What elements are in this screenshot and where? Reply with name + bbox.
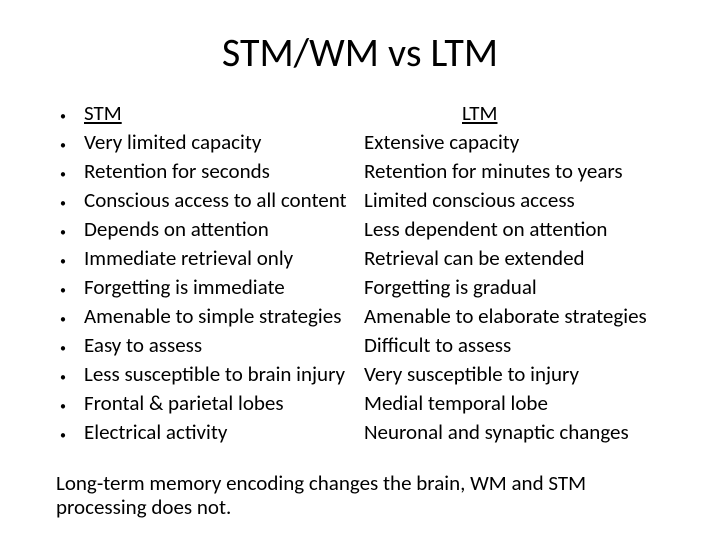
stm-cell: Less susceptible to brain injury	[84, 362, 364, 387]
bullet-icon: •	[56, 192, 84, 217]
bullet-icon: •	[56, 395, 84, 420]
ltm-cell: Limited conscious access	[364, 188, 684, 213]
bullet-icon: •	[56, 134, 84, 159]
ltm-header: LTM	[364, 101, 684, 126]
ltm-cell: Amenable to elaborate strategies	[364, 304, 684, 329]
comparison-table: •STMLTM•Very limited capacityExtensive c…	[56, 101, 684, 449]
ltm-cell: Difficult to assess	[364, 333, 684, 358]
bullet-icon: •	[56, 366, 84, 391]
table-row: •Retention for secondsRetention for minu…	[56, 159, 684, 188]
table-row: •Amenable to simple strategiesAmenable t…	[56, 304, 684, 333]
stm-cell: Depends on attention	[84, 217, 364, 242]
bullet-icon: •	[56, 279, 84, 304]
stm-cell: Conscious access to all content	[84, 188, 364, 213]
ltm-cell: Medial temporal lobe	[364, 391, 684, 416]
bullet-icon: •	[56, 337, 84, 362]
ltm-cell: Retrieval can be extended	[364, 246, 684, 271]
table-row: •Depends on attentionLess dependent on a…	[56, 217, 684, 246]
bullet-icon: •	[56, 250, 84, 275]
ltm-cell: Neuronal and synaptic changes	[364, 420, 684, 445]
stm-cell: Very limited capacity	[84, 130, 364, 155]
bullet-icon: •	[56, 308, 84, 333]
ltm-cell: Retention for minutes to years	[364, 159, 684, 184]
table-header-row: •STMLTM	[56, 101, 684, 130]
table-row: •Electrical activityNeuronal and synapti…	[56, 420, 684, 449]
ltm-cell: Less dependent on attention	[364, 217, 684, 242]
bullet-icon: •	[56, 105, 84, 130]
footer-note: Long-term memory encoding changes the br…	[56, 471, 664, 519]
table-row: •Immediate retrieval onlyRetrieval can b…	[56, 246, 684, 275]
stm-cell: Forgetting is immediate	[84, 275, 364, 300]
table-row: •Frontal & parietal lobesMedial temporal…	[56, 391, 684, 420]
stm-cell: Electrical activity	[84, 420, 364, 445]
stm-cell: Frontal & parietal lobes	[84, 391, 364, 416]
stm-cell: Immediate retrieval only	[84, 246, 364, 271]
bullet-icon: •	[56, 221, 84, 246]
table-row: •Conscious access to all contentLimited …	[56, 188, 684, 217]
slide-title: STM/WM vs LTM	[36, 28, 684, 77]
slide: STM/WM vs LTM •STMLTM•Very limited capac…	[0, 0, 720, 540]
ltm-cell: Extensive capacity	[364, 130, 684, 155]
table-row: •Very limited capacityExtensive capacity	[56, 130, 684, 159]
bullet-icon: •	[56, 424, 84, 449]
stm-cell: Retention for seconds	[84, 159, 364, 184]
ltm-cell: Forgetting is gradual	[364, 275, 684, 300]
table-row: •Less susceptible to brain injuryVery su…	[56, 362, 684, 391]
stm-cell: Easy to assess	[84, 333, 364, 358]
table-row: •Easy to assessDifficult to assess	[56, 333, 684, 362]
stm-cell: Amenable to simple strategies	[84, 304, 364, 329]
table-row: •Forgetting is immediateForgetting is gr…	[56, 275, 684, 304]
ltm-cell: Very susceptible to injury	[364, 362, 684, 387]
bullet-icon: •	[56, 163, 84, 188]
stm-header: STM	[84, 101, 364, 126]
